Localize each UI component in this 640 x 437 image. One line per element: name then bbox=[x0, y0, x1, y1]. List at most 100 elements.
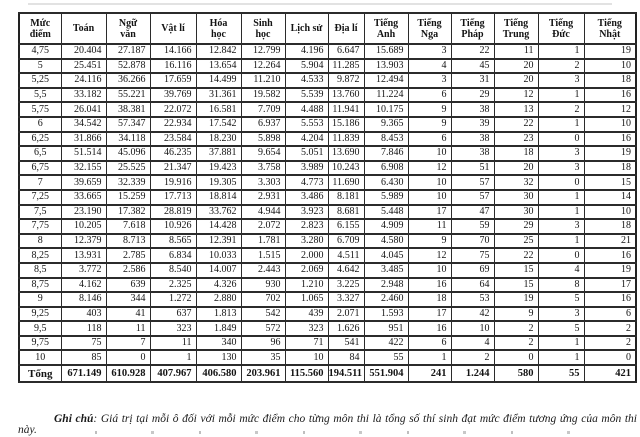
footnote-text: : Giá trị tại mỗi ô đối với mỗi mức điểm… bbox=[18, 412, 637, 436]
column-header: Tiếng Nga bbox=[407, 12, 452, 45]
count-cell: 1.515 bbox=[240, 247, 286, 264]
count-cell: 45.096 bbox=[105, 145, 151, 162]
count-cell: 16 bbox=[407, 320, 452, 337]
count-cell: 671.149 bbox=[60, 364, 107, 384]
count-cell: 2.931 bbox=[240, 188, 286, 206]
score-level-cell: 5,5 bbox=[18, 86, 62, 104]
score-level-cell: 4,75 bbox=[18, 43, 62, 60]
count-cell: 15 bbox=[493, 261, 539, 279]
count-cell: 45 bbox=[450, 57, 495, 75]
count-cell: 38 bbox=[450, 130, 495, 148]
count-cell: 55 bbox=[537, 364, 585, 384]
column-header: Hóa học bbox=[195, 12, 242, 45]
count-cell: 9 bbox=[407, 115, 452, 133]
count-cell: 20 bbox=[493, 57, 539, 75]
count-cell: 4.511 bbox=[327, 247, 365, 264]
count-cell: 13.690 bbox=[327, 145, 365, 162]
score-level-cell: 7 bbox=[18, 174, 62, 191]
count-cell: 17.542 bbox=[195, 115, 242, 133]
count-cell: 2.880 bbox=[195, 291, 242, 308]
count-cell: 241 bbox=[407, 364, 452, 384]
count-cell: 0 bbox=[537, 174, 585, 191]
count-cell: 130 bbox=[195, 349, 242, 367]
count-cell: 3.303 bbox=[240, 174, 286, 191]
count-cell: 11.690 bbox=[327, 174, 365, 191]
count-cell: 17 bbox=[407, 305, 452, 323]
count-cell: 2.443 bbox=[240, 261, 286, 279]
count-cell: 55 bbox=[363, 349, 409, 367]
count-cell: 1 bbox=[537, 43, 585, 60]
table-row: 8,75 4.162 639 2.325 4.326 930 1.210 3.225 2.948… bbox=[18, 276, 637, 294]
count-cell: 17.382 bbox=[105, 203, 151, 221]
count-cell: 14 bbox=[583, 188, 637, 206]
count-cell: 1.210 bbox=[284, 276, 329, 294]
count-cell: 323 bbox=[149, 320, 197, 337]
count-cell: 35 bbox=[240, 349, 286, 367]
count-cell: 4.196 bbox=[284, 43, 329, 60]
count-cell: 16 bbox=[583, 247, 637, 264]
count-cell: 16 bbox=[407, 276, 452, 294]
column-header: Địa lí bbox=[327, 12, 365, 45]
count-cell: 3.989 bbox=[284, 159, 329, 177]
count-cell: 17 bbox=[583, 276, 637, 294]
count-cell: 10.205 bbox=[60, 218, 107, 235]
count-cell: 57 bbox=[450, 174, 495, 191]
count-cell: 18 bbox=[583, 218, 637, 235]
score-level-cell: 6,5 bbox=[18, 145, 62, 162]
count-cell: 115.560 bbox=[284, 364, 329, 384]
count-cell: 13.760 bbox=[327, 86, 365, 104]
count-cell: 22.934 bbox=[149, 115, 197, 133]
count-cell: 30 bbox=[493, 188, 539, 206]
column-header: Tiếng Trung bbox=[493, 12, 539, 45]
column-header: Tiếng Nhật bbox=[583, 12, 637, 45]
count-cell: 4.944 bbox=[240, 203, 286, 221]
count-cell: 4 bbox=[450, 334, 495, 352]
count-cell: 9 bbox=[407, 101, 452, 118]
column-header: Tiếng Anh bbox=[363, 12, 409, 45]
count-cell: 21 bbox=[583, 232, 637, 250]
count-cell: 42 bbox=[450, 305, 495, 323]
count-cell: 2 bbox=[493, 320, 539, 337]
table-row: 9 8.146 344 1.272 2.880 702 1.065 3.327 2.460 18 5… bbox=[18, 291, 637, 308]
count-cell: 39.659 bbox=[60, 174, 107, 191]
count-cell: 19 bbox=[493, 291, 539, 308]
count-cell: 20 bbox=[493, 159, 539, 177]
count-cell: 10.243 bbox=[327, 159, 365, 177]
count-cell: 5.898 bbox=[240, 130, 286, 148]
count-cell: 4.773 bbox=[284, 174, 329, 191]
count-cell: 639 bbox=[105, 276, 151, 294]
count-cell: 2 bbox=[583, 334, 637, 352]
table-row: 6 34.542 57.347 22.934 17.542 6.937 5.553 15.18… bbox=[18, 115, 637, 133]
count-cell: 1.781 bbox=[240, 232, 286, 250]
count-cell: 610.928 bbox=[105, 364, 151, 384]
count-cell: 542 bbox=[240, 305, 286, 323]
count-cell: 3.772 bbox=[60, 261, 107, 279]
total-label-cell: Tổng bbox=[18, 364, 62, 384]
count-cell: 6 bbox=[407, 86, 452, 104]
count-cell: 24.116 bbox=[60, 72, 107, 89]
count-cell: 18 bbox=[493, 145, 539, 162]
count-cell: 14.007 bbox=[195, 261, 242, 279]
count-cell: 4.642 bbox=[327, 261, 365, 279]
count-cell: 1 bbox=[537, 188, 585, 206]
count-cell: 1 bbox=[537, 203, 585, 221]
count-cell: 13.903 bbox=[363, 57, 409, 75]
count-cell: 11.224 bbox=[363, 86, 409, 104]
count-cell: 5.051 bbox=[284, 145, 329, 162]
count-cell: 5 bbox=[537, 291, 585, 308]
count-cell: 19 bbox=[583, 43, 637, 60]
count-cell: 3 bbox=[537, 72, 585, 89]
count-cell: 25.525 bbox=[105, 159, 151, 177]
count-cell: 11.941 bbox=[327, 101, 365, 118]
count-cell: 951 bbox=[363, 320, 409, 337]
count-cell: 19.305 bbox=[195, 174, 242, 191]
count-cell: 10 bbox=[583, 115, 637, 133]
count-cell: 3 bbox=[407, 72, 452, 89]
count-cell: 3 bbox=[407, 43, 452, 60]
count-cell: 75 bbox=[60, 334, 107, 352]
count-cell: 9 bbox=[493, 305, 539, 323]
table-row: 5,25 24.116 36.266 17.659 14.499 11.210 4.533 9… bbox=[18, 72, 637, 89]
count-cell: 1.593 bbox=[363, 305, 409, 323]
score-level-cell: 5 bbox=[18, 57, 62, 75]
count-cell: 10 bbox=[583, 57, 637, 75]
